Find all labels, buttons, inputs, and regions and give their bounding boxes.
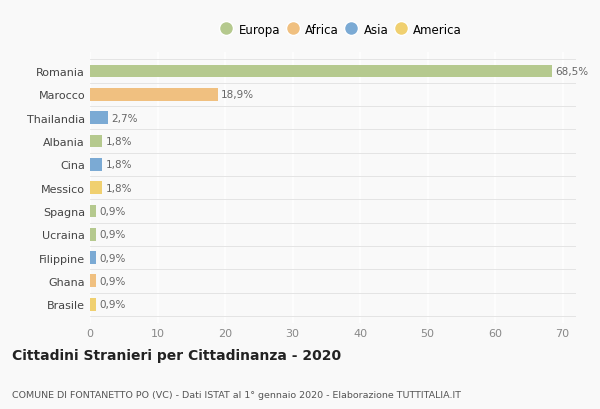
Bar (90, 252, 96, 264)
Text: 68,5%: 68,5% (556, 67, 589, 77)
Bar (90, 228, 96, 241)
Bar (90, 135, 102, 148)
Bar (90, 182, 102, 195)
Text: 2,7%: 2,7% (112, 113, 138, 124)
Bar (90, 158, 102, 171)
Legend: Europa, Africa, Asia, America: Europa, Africa, Asia, America (221, 21, 464, 39)
Bar (90, 275, 96, 288)
Bar (90, 298, 96, 311)
Text: 0,9%: 0,9% (100, 230, 126, 240)
Bar (90, 112, 108, 125)
Bar (90, 205, 96, 218)
Text: 0,9%: 0,9% (100, 207, 126, 216)
Text: Cittadini Stranieri per Cittadinanza - 2020: Cittadini Stranieri per Cittadinanza - 2… (12, 348, 341, 362)
Text: 1,8%: 1,8% (106, 183, 132, 193)
Text: 18,9%: 18,9% (221, 90, 254, 100)
Bar (90, 65, 553, 78)
Text: 0,9%: 0,9% (100, 299, 126, 310)
Text: 0,9%: 0,9% (100, 276, 126, 286)
Text: COMUNE DI FONTANETTO PO (VC) - Dati ISTAT al 1° gennaio 2020 - Elaborazione TUTT: COMUNE DI FONTANETTO PO (VC) - Dati ISTA… (12, 390, 461, 399)
Text: 1,8%: 1,8% (106, 160, 132, 170)
Bar (90, 89, 218, 101)
Text: 1,8%: 1,8% (106, 137, 132, 146)
Text: 0,9%: 0,9% (100, 253, 126, 263)
